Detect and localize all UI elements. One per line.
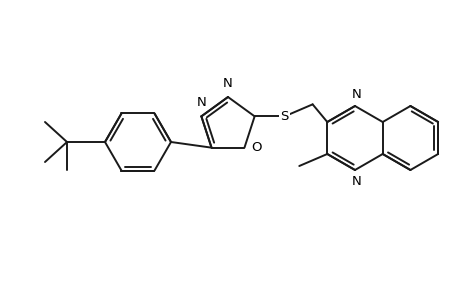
Text: N: N (351, 88, 361, 101)
Text: N: N (223, 77, 232, 90)
Text: S: S (280, 110, 288, 123)
Text: N: N (196, 96, 206, 109)
Text: O: O (251, 141, 261, 154)
Text: N: N (351, 175, 361, 188)
